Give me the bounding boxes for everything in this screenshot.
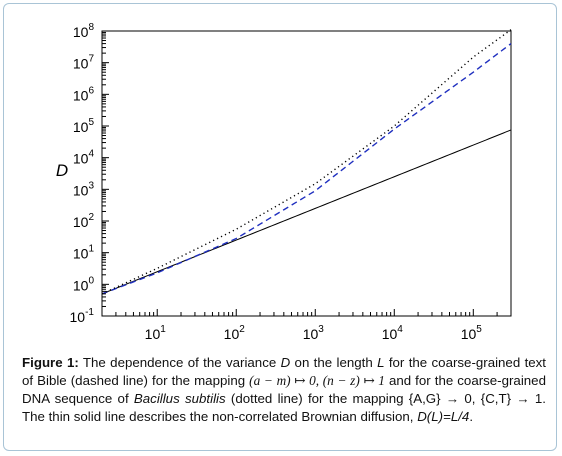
caption-text-2: on the length	[290, 355, 378, 370]
x-tick-label: 103	[303, 324, 325, 342]
x-tick-label: 101	[145, 324, 167, 342]
y-tick-label: 108	[73, 22, 95, 40]
y-tick-label: 106	[73, 85, 95, 103]
caption-species: Bacillus subtilis	[133, 391, 226, 406]
caption-text-1: The dependence of the variance	[78, 355, 281, 370]
plot-area	[101, 30, 512, 317]
figure-caption: Figure 1: The dependence of the variance…	[22, 354, 546, 426]
series-layer	[101, 29, 512, 295]
tick-layer: 10-1 100 101 102 103 104 105 106 107 108 101 102 103…	[70, 22, 512, 342]
caption-var-l: L	[377, 355, 385, 370]
series-line-dotted	[101, 29, 512, 295]
caption-text-3: for the coarse-grained text of Bible (da…	[22, 355, 547, 388]
caption-text-4: and for the coarse-grained DNA sequence …	[22, 373, 546, 406]
x-tick-label: 104	[382, 324, 404, 342]
y-tick-label: 105	[73, 117, 95, 135]
caption-text-6: .	[469, 409, 474, 424]
series-line-solid	[101, 129, 512, 295]
x-tick-label: 102	[224, 324, 246, 342]
y-tick-label: 101	[73, 244, 95, 262]
caption-mapping-arrow-2: ↦ 1	[359, 373, 385, 388]
y-tick-label: 107	[73, 54, 95, 72]
caption-var-d: D	[280, 355, 291, 370]
y-tick-label: 10-1	[70, 307, 95, 325]
x-tick-label: 105	[461, 324, 483, 342]
caption-mapping-a: (a − m)	[249, 373, 291, 388]
chart: 10-1 100 101 102 103 104 105 106 107 108 101 102 103…	[56, 22, 512, 342]
caption-mapping-arrow-1: ↦ 0,	[290, 373, 323, 388]
series-line-dashed	[101, 43, 512, 295]
y-tick-label: 103	[73, 180, 95, 198]
y-axis-label: D	[56, 161, 68, 180]
y-tick-label: 104	[73, 149, 95, 167]
caption-formula: D(L)=L/4	[417, 409, 470, 424]
caption-text-5: (dotted line) for the mapping {A,G} → 0,…	[22, 391, 546, 424]
y-tick-label: 100	[73, 275, 95, 293]
figure-label: Figure 1:	[22, 355, 79, 370]
caption-mapping-n: (n − z)	[322, 373, 360, 388]
y-tick-label: 102	[73, 212, 95, 230]
